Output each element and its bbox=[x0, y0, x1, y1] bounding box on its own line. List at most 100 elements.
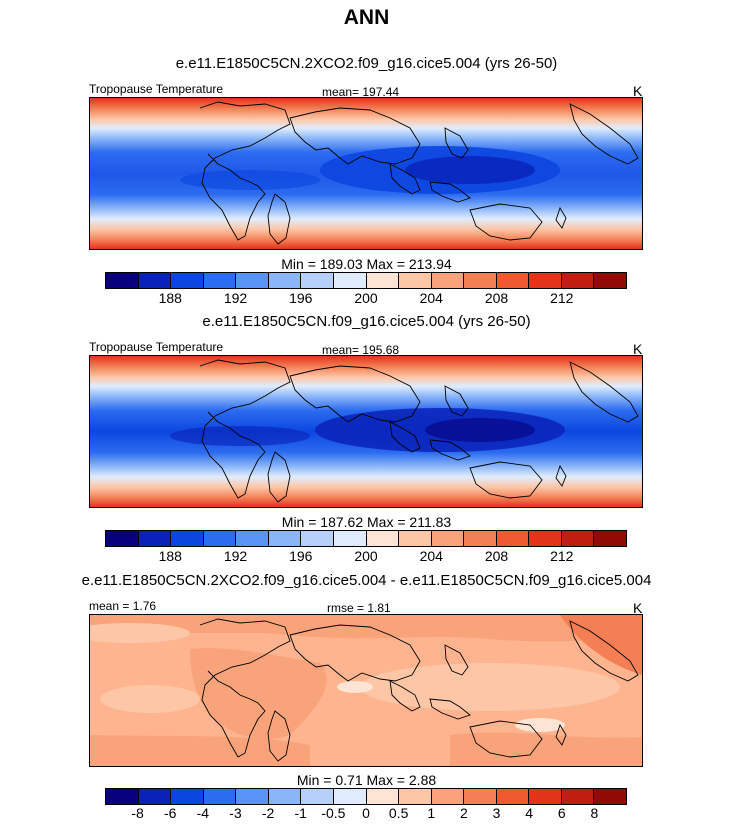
colorbar-tick-label: 200 bbox=[354, 290, 378, 306]
colorbar-tick-label: 2 bbox=[459, 805, 468, 821]
colorbar-tick-label: -0.5 bbox=[321, 805, 346, 821]
panel-2-map-field bbox=[90, 356, 642, 507]
colorbar-swatch bbox=[333, 273, 367, 288]
colorbar-swatch bbox=[203, 273, 237, 288]
colorbar-tick-label: 212 bbox=[550, 548, 574, 564]
panel-1-units-label: K bbox=[633, 83, 643, 99]
colorbar-tick-label: 208 bbox=[484, 290, 509, 306]
colorbar-swatch bbox=[301, 273, 334, 288]
colorbar-swatch bbox=[366, 531, 400, 546]
colorbar-tick-label: 6 bbox=[557, 805, 566, 821]
panel-2-variable-label: Tropopause Temperature bbox=[89, 340, 224, 354]
colorbar-swatch bbox=[594, 273, 626, 288]
panel-2-title: e.e11.E1850C5CN.f09_g16.cice5.004 (yrs 2… bbox=[202, 313, 531, 330]
colorbar-swatch bbox=[496, 273, 530, 288]
colorbar-tick-label: 4 bbox=[525, 805, 534, 821]
colorbar-tick-label: -8 bbox=[131, 805, 144, 821]
panel-1-min-max: Min = 189.03 Max = 213.94 bbox=[281, 256, 452, 272]
colorbar-swatch bbox=[301, 531, 334, 546]
colorbar-swatch bbox=[399, 531, 432, 546]
colorbar-swatch bbox=[366, 273, 400, 288]
panel-1-map-field bbox=[90, 98, 642, 249]
colorbar-swatch bbox=[138, 789, 172, 804]
colorbar-swatch bbox=[594, 531, 626, 546]
colorbar-swatch bbox=[496, 531, 530, 546]
panel-1-title: e.e11.E1850C5CN.2XCO2.f09_g16.cice5.004 … bbox=[175, 55, 558, 72]
colorbar-swatch bbox=[399, 273, 432, 288]
panel-3-colorbar-ticks: -8 -6 -4 -3 -2 -1 -0.5 0 0.5 1 2 3 4 6 8 bbox=[105, 805, 627, 823]
panel-3-rmse-label: rmse = 1.81 bbox=[327, 601, 391, 615]
panel-2-min-max: Min = 187.62 Max = 211.83 bbox=[281, 514, 452, 530]
colorbar-tick-label: 192 bbox=[223, 548, 248, 564]
colorbar-swatch bbox=[431, 531, 465, 546]
colorbar-swatch bbox=[268, 531, 302, 546]
colorbar-swatch bbox=[203, 531, 237, 546]
panel-3-colorbar bbox=[105, 788, 627, 805]
panel-3-mean-label: mean = 1.76 bbox=[89, 599, 157, 613]
colorbar-swatch bbox=[366, 789, 400, 804]
colorbar-tick-label: 212 bbox=[550, 290, 574, 306]
colorbar-swatch bbox=[138, 531, 172, 546]
colorbar-tick-label: -3 bbox=[229, 805, 242, 821]
colorbar-swatch bbox=[496, 789, 530, 804]
panel-2-mean-label: mean= 195.68 bbox=[322, 343, 400, 357]
panel-3-title: e.e11.E1850C5CN.2XCO2.f09_g16.cice5.004 … bbox=[81, 572, 652, 589]
colorbar-swatch bbox=[561, 531, 595, 546]
figure-title: ANN bbox=[343, 6, 390, 29]
colorbar-swatch bbox=[301, 789, 334, 804]
colorbar-tick-label: 196 bbox=[289, 290, 313, 306]
panel-2-colorbar bbox=[105, 530, 627, 547]
colorbar-tick-label: 196 bbox=[289, 548, 313, 564]
panel-3-map-field bbox=[90, 615, 642, 766]
colorbar-swatch bbox=[464, 531, 497, 546]
panel-3-min-max: Min = 0.71 Max = 2.88 bbox=[296, 772, 437, 788]
panel-1-coastlines bbox=[199, 101, 639, 245]
colorbar-tick-label: 0 bbox=[362, 805, 370, 821]
colorbar-tick-label: 0.5 bbox=[388, 805, 409, 821]
colorbar-swatch bbox=[333, 531, 367, 546]
colorbar-swatch bbox=[561, 789, 595, 804]
colorbar-swatch bbox=[464, 789, 497, 804]
panel-1-colorbar bbox=[105, 272, 627, 289]
colorbar-swatch bbox=[333, 789, 367, 804]
panel-3-units-label: K bbox=[633, 600, 643, 616]
colorbar-swatch bbox=[529, 531, 562, 546]
colorbar-swatch bbox=[431, 789, 465, 804]
colorbar-tick-label: -6 bbox=[164, 805, 177, 821]
colorbar-swatch bbox=[236, 273, 269, 288]
colorbar-tick-label: 208 bbox=[484, 548, 509, 564]
colorbar-tick-label: -4 bbox=[196, 805, 210, 821]
colorbar-swatch bbox=[594, 789, 626, 804]
panel-3-map bbox=[89, 614, 643, 767]
colorbar-swatch bbox=[171, 273, 204, 288]
colorbar-swatch bbox=[561, 273, 595, 288]
panel-2-map bbox=[89, 355, 643, 508]
colorbar-swatch bbox=[138, 273, 172, 288]
colorbar-swatch bbox=[529, 273, 562, 288]
panel-1-mean-label: mean= 197.44 bbox=[322, 85, 400, 99]
colorbar-swatch bbox=[106, 789, 139, 804]
colorbar-tick-label: 200 bbox=[354, 548, 378, 564]
colorbar-tick-label: 8 bbox=[590, 805, 599, 821]
colorbar-swatch bbox=[399, 789, 432, 804]
panel-1-map bbox=[89, 97, 643, 250]
panel-2-colorbar-ticks: 188 192 196 200 204 208 212 bbox=[105, 548, 627, 566]
panel-2-units-label: K bbox=[633, 341, 643, 357]
panel-2-coastlines bbox=[199, 359, 639, 503]
colorbar-swatch bbox=[171, 531, 204, 546]
colorbar-swatch bbox=[171, 789, 204, 804]
colorbar-tick-label: 1 bbox=[427, 805, 436, 821]
colorbar-tick-label: 192 bbox=[223, 290, 248, 306]
colorbar-swatch bbox=[268, 273, 302, 288]
colorbar-tick-label: 188 bbox=[158, 290, 182, 306]
panel-1-variable-label: Tropopause Temperature bbox=[89, 82, 224, 96]
colorbar-swatch bbox=[464, 273, 497, 288]
colorbar-tick-label: -2 bbox=[261, 805, 275, 821]
colorbar-tick-label: 188 bbox=[158, 548, 182, 564]
colorbar-tick-label: 3 bbox=[492, 805, 501, 821]
colorbar-swatch bbox=[236, 789, 269, 804]
colorbar-swatch bbox=[529, 789, 562, 804]
colorbar-tick-label: 204 bbox=[419, 290, 443, 306]
colorbar-swatch bbox=[106, 273, 139, 288]
colorbar-swatch bbox=[236, 531, 269, 546]
